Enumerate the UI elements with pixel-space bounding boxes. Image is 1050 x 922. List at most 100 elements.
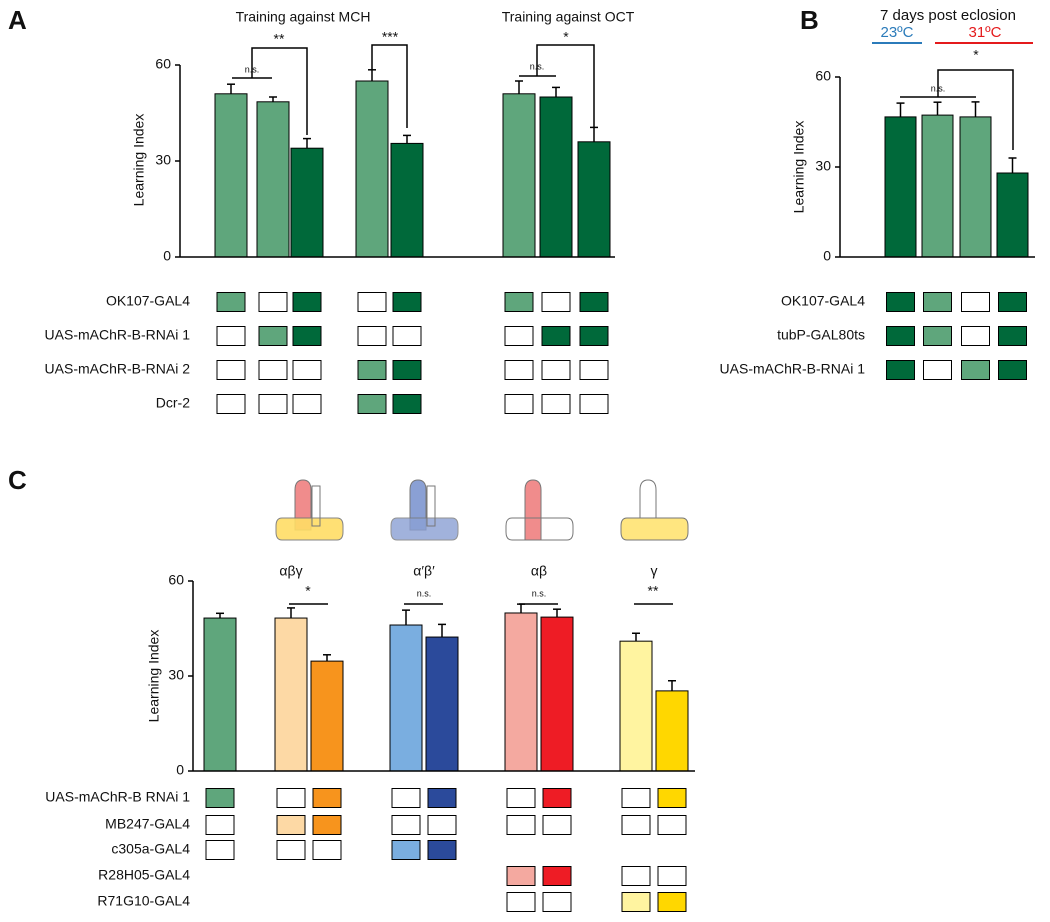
row-label: tubP-GAL80ts (777, 327, 865, 343)
y-tick-label: 60 (155, 56, 171, 72)
genotype-cell (923, 292, 952, 312)
bar (577, 141, 611, 258)
row-label: c305a-GAL4 (111, 841, 190, 857)
genotype-cell (886, 292, 915, 312)
genotype-cell (392, 326, 422, 346)
y-tick-label: 30 (155, 152, 171, 168)
genotype-cell (542, 892, 572, 912)
panel-letter: A (8, 5, 27, 35)
row-label: UAS-mAChR-B-RNAi 1 (45, 327, 191, 343)
bar (214, 93, 248, 258)
significance-label: * (973, 47, 979, 63)
genotype-cell (205, 815, 235, 835)
genotype-cell (541, 326, 571, 346)
row-label: UAS-mAChR-B RNAi 1 (45, 789, 190, 805)
bar (504, 612, 538, 772)
genotype-cell (292, 292, 322, 312)
genotype-cell (923, 360, 952, 380)
genotype-cell (258, 292, 288, 312)
genotype-cell (886, 326, 915, 346)
genotype-cell (657, 866, 687, 886)
genotype-cell (357, 326, 387, 346)
genotype-cell (506, 788, 536, 808)
row-label: UAS-mAChR-B-RNAi 2 (45, 361, 191, 377)
significance-label: *** (382, 29, 399, 45)
row-label: R28H05-GAL4 (98, 867, 190, 883)
genotype-cell (357, 360, 387, 380)
y-axis-label: Learning Index (146, 630, 162, 723)
genotype-cell (541, 394, 571, 414)
genotype-cell (392, 292, 422, 312)
significance-label: n.s. (417, 588, 432, 598)
genotype-cell (427, 840, 457, 860)
genotype-cell (427, 815, 457, 835)
genotype-cell (391, 788, 421, 808)
genotype-cell (961, 326, 990, 346)
significance-bracket (371, 44, 408, 128)
group-label: Training against OCT (502, 9, 635, 25)
y-tick-label: 0 (176, 762, 184, 778)
genotype-cell (621, 892, 651, 912)
y-tick-label: 60 (815, 68, 831, 84)
significance-label: * (305, 583, 311, 599)
genotype-cell (657, 815, 687, 835)
y-tick-label: 0 (163, 248, 171, 264)
bar (959, 116, 992, 258)
bar (390, 142, 424, 258)
genotype-cell (357, 292, 387, 312)
genotype-cell (542, 815, 572, 835)
bar (655, 690, 689, 772)
genotype-cell (391, 815, 421, 835)
group-label: αβ (531, 563, 547, 579)
genotype-cell (541, 292, 571, 312)
genotype-cell (216, 360, 246, 380)
genotype-cell (312, 815, 342, 835)
bar (256, 101, 290, 258)
genotype-cell (392, 360, 422, 380)
genotype-cell (276, 840, 306, 860)
y-tick-label: 0 (823, 248, 831, 264)
bar (619, 640, 653, 772)
genotype-cell (506, 866, 536, 886)
genotype-cell (216, 292, 246, 312)
genotype-cell (312, 840, 342, 860)
genotype-cell (504, 394, 534, 414)
genotype-cell (292, 360, 322, 380)
significance-label: * (563, 29, 569, 45)
y-tick-label: 60 (168, 572, 184, 588)
lobe-icon (620, 479, 689, 541)
lobe-icon (275, 479, 344, 541)
genotype-cell (216, 326, 246, 346)
genotype-cell (961, 292, 990, 312)
bar (539, 96, 573, 258)
panel-letter: C (8, 465, 27, 495)
row-label: OK107-GAL4 (781, 293, 865, 309)
genotype-cell (998, 292, 1027, 312)
genotype-cell (542, 788, 572, 808)
genotype-cell (579, 360, 609, 380)
bar (996, 172, 1029, 258)
chart-title: 7 days post eclosion (880, 7, 1016, 24)
bar (355, 80, 389, 258)
y-tick-label: 30 (168, 667, 184, 683)
bar (502, 93, 536, 258)
genotype-cell (998, 360, 1027, 380)
group-label: α′β′ (413, 563, 435, 579)
genotype-cell (621, 788, 651, 808)
row-label: MB247-GAL4 (105, 816, 190, 832)
lobe-icon (505, 479, 574, 541)
bar (540, 616, 574, 772)
genotype-cell (504, 326, 534, 346)
significance-bracket (251, 47, 308, 135)
row-label: Dcr-2 (156, 395, 190, 411)
genotype-cell (657, 892, 687, 912)
genotype-cell (276, 788, 306, 808)
bar (290, 147, 324, 258)
bar (389, 624, 423, 772)
bar (921, 114, 954, 258)
genotype-cell (621, 815, 651, 835)
genotype-cell (657, 788, 687, 808)
genotype-cell (427, 788, 457, 808)
genotype-cell (621, 866, 651, 886)
